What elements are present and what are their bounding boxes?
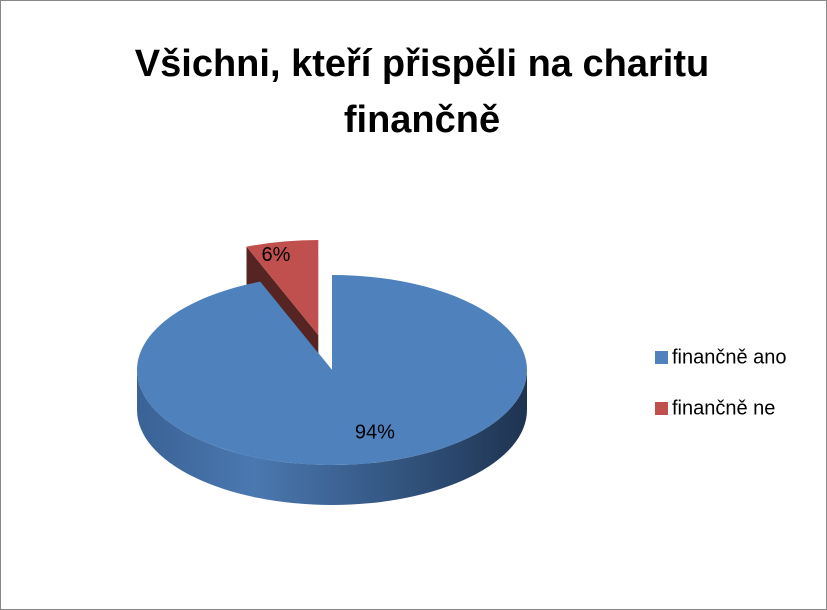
slice-top xyxy=(246,240,319,336)
legend-label: finančně ano xyxy=(672,346,787,368)
legend-swatch xyxy=(655,402,668,415)
slice-side xyxy=(137,370,527,505)
pie-slice xyxy=(137,275,528,505)
chart-title: Všichni, kteří přispěli na charitu finan… xyxy=(134,43,710,141)
legend-label: finančně ne xyxy=(672,397,775,419)
data-label: 6% xyxy=(262,244,291,266)
data-label: 94% xyxy=(355,422,395,444)
slice-top xyxy=(137,275,528,466)
legend-swatch xyxy=(655,351,668,364)
